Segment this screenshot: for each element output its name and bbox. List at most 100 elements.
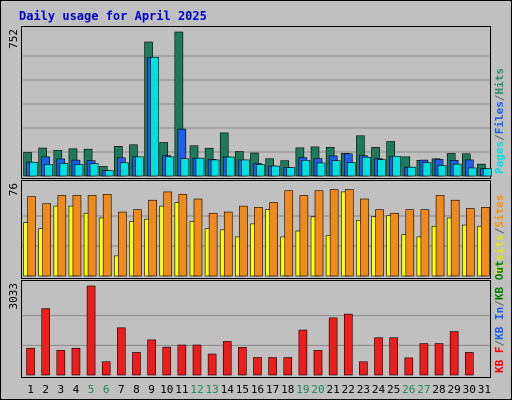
bar-pages-day-30 xyxy=(468,167,477,177)
bar-pages-day-4 xyxy=(74,164,84,177)
bar-pages-day-14 xyxy=(225,156,235,177)
x-tick-label: 5 xyxy=(88,383,95,396)
x-tick-label: 25 xyxy=(387,383,400,396)
bar-sites-day-30 xyxy=(466,208,475,277)
legend-visits: Visits/Sites xyxy=(493,195,506,275)
bar-sites-day-5 xyxy=(87,195,97,277)
legend-kbytes: KB F/KB In/KB Out xyxy=(493,260,506,373)
bar-sites-day-17 xyxy=(269,202,278,277)
bar-pages-day-23 xyxy=(362,156,371,177)
x-tick-label: 19 xyxy=(296,383,309,396)
x-axis-labels: 1 2 3 4 5 6 7 8 9 10 11 12 13 14 15 16 17 18 19 20 21 22 23 24 2… xyxy=(27,383,491,396)
bar-pages-day-6 xyxy=(104,170,114,177)
x-tick-label: 21 xyxy=(327,383,340,396)
bar-kbf-day-16 xyxy=(253,357,262,376)
bar-kbf-day-29 xyxy=(449,331,459,376)
x-tick-label: 14 xyxy=(221,383,235,396)
bar-sites-day-24 xyxy=(375,209,384,277)
bar-kbf-day-8 xyxy=(132,352,141,376)
legend-entry: / xyxy=(493,134,506,141)
bar-pages-day-15 xyxy=(241,159,250,177)
bar-pages-day-12 xyxy=(195,157,205,177)
bar-kbf-day-19 xyxy=(298,329,308,376)
bar-kbf-day-22 xyxy=(343,313,353,376)
bar-kbf-day-21 xyxy=(328,317,338,376)
x-tick-label: 24 xyxy=(372,383,386,396)
x-tick-label: 9 xyxy=(148,383,155,396)
bar-pages-day-19 xyxy=(301,159,311,177)
x-tick-label: 23 xyxy=(357,383,370,396)
bar-kbf-day-25 xyxy=(389,337,398,376)
x-tick-label: 1 xyxy=(27,383,34,396)
bar-sites-day-22 xyxy=(344,189,354,277)
bar-sites-day-26 xyxy=(405,209,415,277)
bar-pages-day-10 xyxy=(165,156,175,177)
bar-sites-day-29 xyxy=(450,199,460,277)
legend-entry: Visits xyxy=(493,234,506,274)
bar-sites-day-14 xyxy=(223,211,233,277)
bar-sites-day-11 xyxy=(178,193,188,277)
x-tick-label: 11 xyxy=(175,383,188,396)
bar-sites-day-1 xyxy=(27,196,36,277)
x-tick-label: 30 xyxy=(463,383,476,396)
x-tick-label: 2 xyxy=(42,383,49,396)
x-tick-label: 18 xyxy=(281,383,294,396)
bar-sites-day-9 xyxy=(148,199,157,277)
legend-entry: KB In xyxy=(493,307,506,340)
bar-kbf-day-26 xyxy=(404,357,414,376)
bar-kbf-day-20 xyxy=(313,350,323,376)
bar-pages-day-7 xyxy=(120,162,129,177)
bar-pages-day-20 xyxy=(316,162,326,177)
panel-kbytes: 3033 KB F/KB In/KB Out xyxy=(7,260,506,378)
x-tick-label: 27 xyxy=(417,383,430,396)
bar-kbf-day-14 xyxy=(222,341,232,376)
bar-sites-day-19 xyxy=(299,195,309,277)
bar-kbf-day-28 xyxy=(434,343,444,376)
x-tick-label: 8 xyxy=(133,383,140,396)
y-max-label-visits: 76 xyxy=(7,183,20,196)
legend-entry: KB F xyxy=(493,347,506,374)
bar-kbf-day-4 xyxy=(71,347,81,376)
bar-kbf-day-7 xyxy=(117,327,126,376)
legend-entry: Files xyxy=(493,101,506,134)
bar-pages-day-27 xyxy=(422,162,432,177)
legend-hits: Pages/Files/Hits xyxy=(493,68,506,174)
bar-sites-day-2 xyxy=(42,203,51,277)
x-tick-label: 31 xyxy=(478,383,491,396)
bar-sites-day-10 xyxy=(163,191,173,277)
bar-pages-day-18 xyxy=(286,167,296,177)
bar-pages-day-16 xyxy=(256,164,265,177)
chart-title: Daily usage for April 2025 xyxy=(19,9,207,23)
y-max-label-kbytes: 3033 xyxy=(7,283,20,310)
bar-sites-day-7 xyxy=(118,211,127,277)
bar-sites-day-28 xyxy=(435,195,445,277)
x-tick-label: 3 xyxy=(58,383,65,396)
legend-entry: Pages xyxy=(493,141,506,174)
bar-sites-day-15 xyxy=(239,205,248,277)
bar-kbf-day-23 xyxy=(359,361,368,376)
bar-kbf-day-24 xyxy=(374,337,383,376)
x-tick-label: 6 xyxy=(103,383,110,396)
bar-sites-day-16 xyxy=(254,207,263,277)
bar-pages-day-9 xyxy=(150,56,159,177)
bar-sites-day-4 xyxy=(72,195,82,277)
bar-kbf-day-10 xyxy=(162,346,172,376)
bar-pages-day-1 xyxy=(29,161,38,177)
bar-sites-day-25 xyxy=(390,212,399,277)
x-tick-label: 16 xyxy=(251,383,264,396)
bar-pages-day-24 xyxy=(377,159,386,177)
bar-pages-day-22 xyxy=(346,162,356,177)
bar-kbf-day-12 xyxy=(192,344,202,376)
bar-kbf-day-2 xyxy=(41,308,50,376)
bar-pages-day-8 xyxy=(135,156,144,177)
bar-kbf-day-11 xyxy=(177,344,187,376)
bar-sites-day-13 xyxy=(208,212,218,277)
bar-sites-day-8 xyxy=(133,209,142,277)
bar-pages-day-25 xyxy=(392,155,401,177)
legend-entry: Sites xyxy=(493,195,506,228)
bar-kbf-day-30 xyxy=(465,352,474,376)
legend-entry: Hits xyxy=(493,68,506,95)
chart-panels: 752Pages/Files/Hits76Visits/Sites3033KB … xyxy=(7,26,506,378)
bar-kbf-day-18 xyxy=(283,357,293,376)
